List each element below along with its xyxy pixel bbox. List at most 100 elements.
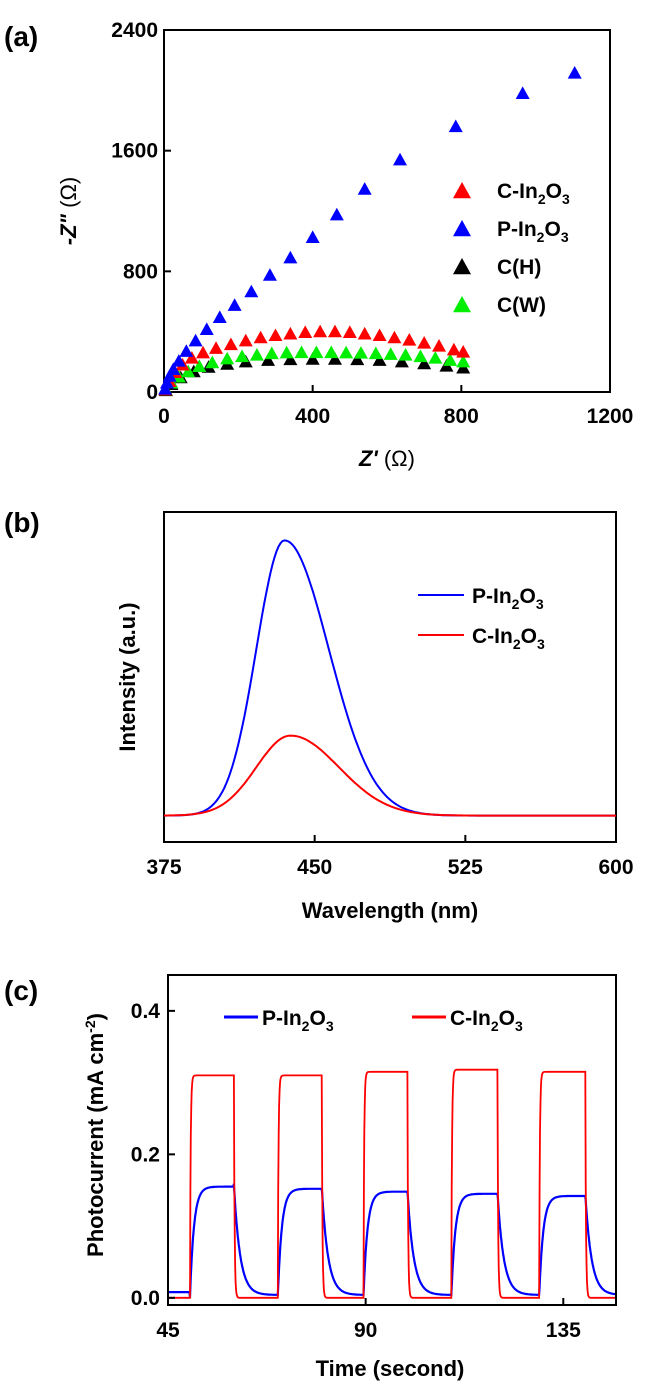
a-point-pin2o3	[393, 152, 408, 166]
c-legend-label-sub2: 3	[515, 1018, 523, 1034]
b-legend-label-sub2: 3	[536, 596, 544, 612]
a-point-pin2o3	[188, 333, 203, 347]
a-point-pin2o3	[448, 119, 463, 133]
panel-a-ylabel-unit: (Ω)	[56, 177, 81, 214]
b-legend-label: P-In2O3	[472, 585, 544, 612]
c-legend-label-sub2: 3	[326, 1018, 334, 1034]
b-legend-label-mid: O	[519, 585, 535, 608]
a-xtick-label: 0	[158, 405, 170, 428]
b-legend-label-mid: O	[521, 625, 537, 648]
b-legend-label: C-In2O3	[472, 625, 545, 652]
panel-b-lines	[164, 539, 616, 817]
a-point-cin2o3	[283, 326, 298, 340]
a-point-cin2o3	[209, 341, 224, 354]
a-legend-label-text: C(W)	[497, 294, 546, 317]
c-line-cin2o3	[168, 1068, 616, 1299]
a-legend-label-sub2: 3	[562, 191, 570, 207]
panel-a-frame	[163, 29, 611, 393]
a-ytick-label: 0	[146, 381, 158, 404]
a-point-ch	[283, 352, 298, 366]
a-legend-marker	[453, 220, 471, 237]
a-xtick-label: 1200	[587, 405, 634, 428]
a-legend-label-text: C(H)	[497, 256, 541, 279]
a-legend-marker	[453, 296, 471, 313]
a-point-pin2o3	[567, 65, 582, 79]
panel-c-label: (c)	[4, 975, 38, 1006]
a-point-pin2o3	[162, 369, 177, 382]
a-legend-marker	[453, 182, 471, 199]
a-point-pin2o3	[262, 268, 277, 281]
a-point-cin2o3	[196, 345, 211, 359]
panel-c-legend: P-In2O3 C-In2O3	[224, 1007, 523, 1034]
a-point-pin2o3	[357, 182, 372, 195]
c-xtick-label: 90	[354, 1319, 377, 1342]
a-point-cw	[324, 345, 339, 359]
panel-c-ylabel-main: Photocurrent (mA cm	[83, 1033, 108, 1257]
c-ytick-label: 0.0	[131, 1287, 160, 1310]
a-point-cin2o3	[372, 328, 387, 342]
panel-a-ticks: 0 400 800 1200 0 800 1600 2400	[111, 19, 633, 428]
a-point-cw	[264, 346, 279, 360]
a-ytick-label: 1600	[111, 140, 158, 163]
a-point-cw	[192, 359, 207, 372]
a-point-pin2o3	[329, 207, 344, 221]
a-legend-marker	[453, 258, 471, 275]
c-legend-label-text: C-In	[450, 1007, 491, 1030]
a-point-ch	[350, 352, 365, 366]
a-point-pin2o3	[515, 86, 530, 99]
a-point-ch	[394, 354, 409, 368]
c-legend-label: C-In2O3	[450, 1007, 523, 1034]
a-legend-label: P-In2O3	[497, 218, 569, 245]
panel-c-plot	[168, 1068, 617, 1299]
a-point-ch	[327, 352, 342, 365]
b-legend-label-sub1: 2	[512, 596, 520, 612]
b-legend-label-text: C-In	[472, 625, 513, 648]
panel-a-legend: C-In2O3 P-In2O3 C(H) C(W)	[453, 180, 570, 317]
a-point-ch	[305, 352, 320, 365]
panel-a-xlabel-main: Z'	[358, 446, 378, 471]
panel-a-ylabel: -Z" (Ω)	[56, 177, 81, 245]
a-point-cw	[220, 351, 235, 365]
c-line-pin2o3	[168, 1183, 617, 1298]
a-point-cin2o3	[238, 333, 253, 347]
a-point-cin2o3	[432, 338, 447, 352]
a-point-ch	[261, 353, 276, 366]
panel-b-ylabel: Intensity (a.u.)	[115, 602, 140, 751]
a-point-cw	[249, 348, 264, 361]
b-xtick-label: 525	[448, 856, 483, 879]
b-legend-label-text: P-In	[472, 585, 512, 608]
b-line-pin2o3	[164, 539, 616, 817]
a-legend-label-sub1: 2	[537, 229, 545, 245]
a-point-cw	[428, 351, 443, 364]
a-legend-label-text: C-In	[497, 180, 538, 203]
panel-c-xlabel: Time (second)	[316, 1356, 465, 1381]
a-point-cw	[353, 346, 368, 359]
panel-a-xlabel: Z' (Ω)	[358, 446, 415, 471]
panel-c-ticks: 45 90 135 0.0 0.2 0.4	[131, 1000, 581, 1342]
a-legend-label-sub1: 2	[538, 191, 546, 207]
a-point-cw	[181, 364, 196, 378]
c-ytick-label: 0.2	[131, 1143, 160, 1166]
panel-b-frame	[163, 511, 617, 843]
c-ytick-label: 0.4	[131, 1000, 161, 1023]
panel-a-xlabel-unit: (Ω)	[378, 446, 415, 471]
a-legend-label: C-In2O3	[497, 180, 570, 207]
a-point-cin2o3	[223, 337, 238, 351]
panel-b-label: (b)	[4, 507, 40, 538]
a-point-ch	[417, 356, 432, 370]
a-point-cin2o3	[357, 326, 372, 340]
a-point-pin2o3	[179, 344, 194, 357]
a-point-cw	[383, 347, 398, 360]
a-xtick-label: 400	[295, 405, 330, 428]
a-legend-label-text: P-In	[497, 218, 537, 241]
a-point-pin2o3	[283, 250, 298, 264]
c-xtick-label: 135	[546, 1319, 581, 1342]
a-legend-label: C(H)	[497, 256, 541, 279]
c-xtick-label: 45	[156, 1319, 180, 1342]
a-point-cw	[443, 353, 458, 366]
panel-b-xlabel: Wavelength (nm)	[302, 898, 478, 923]
panel-a-points	[158, 65, 582, 397]
a-point-cw	[279, 345, 294, 359]
